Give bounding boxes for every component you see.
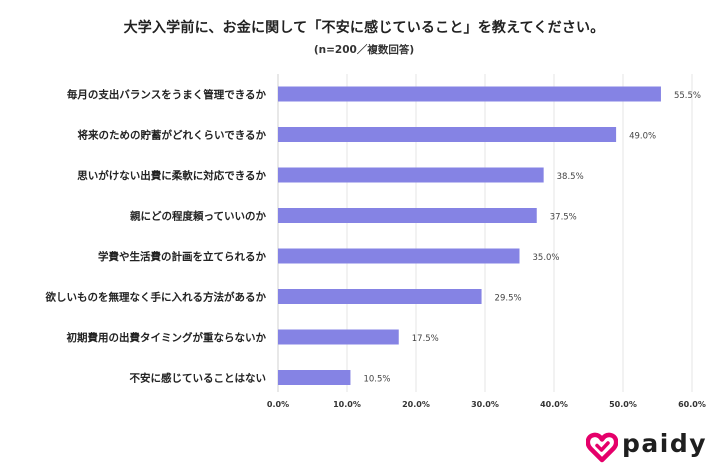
category-label: 学費や生活費の計画を立てられるか bbox=[98, 250, 266, 263]
data-label: 29.5% bbox=[495, 294, 522, 304]
brand-logo: paidy bbox=[586, 428, 716, 466]
category-label: 初期費用の出費タイミングが重ならないか bbox=[67, 331, 267, 344]
x-tick-label: 0.0% bbox=[267, 400, 289, 409]
chart-title: 大学入学前に、お金に関して「不安に感じていること」を教えてください。 bbox=[123, 20, 605, 36]
data-label: 38.5% bbox=[557, 172, 584, 182]
category-label: 親にどの程度頼っていいのか bbox=[130, 210, 266, 223]
bar bbox=[278, 208, 537, 223]
x-tick-label: 20.0% bbox=[402, 400, 430, 409]
category-label: 不安に感じていることはない bbox=[130, 372, 267, 385]
paidy-heart-icon bbox=[586, 432, 618, 463]
bar bbox=[278, 248, 520, 264]
data-label: 17.5% bbox=[412, 334, 439, 344]
data-label: 55.5% bbox=[674, 91, 701, 101]
category-label: 思いがけない出費に柔軟に対応できるか bbox=[77, 169, 266, 182]
data-label: 35.0% bbox=[533, 253, 560, 263]
chart-subtitle: (n=200／複数回答) bbox=[313, 44, 415, 56]
x-tick-label: 50.0% bbox=[609, 400, 637, 409]
data-label: 37.5% bbox=[550, 213, 577, 223]
bar bbox=[278, 289, 482, 304]
bar bbox=[278, 167, 544, 183]
brand-name: paidy bbox=[622, 429, 708, 458]
x-tick-label: 60.0% bbox=[678, 400, 706, 409]
x-tick-label: 40.0% bbox=[540, 400, 568, 409]
bar bbox=[278, 86, 661, 102]
bar bbox=[278, 127, 617, 142]
category-label: 将来のための貯蓄がどれくらいできるか bbox=[78, 129, 267, 142]
data-label: 10.5% bbox=[363, 375, 390, 385]
bar bbox=[278, 329, 399, 345]
x-tick-label: 10.0% bbox=[333, 400, 361, 409]
bar bbox=[278, 370, 351, 385]
category-label: 欲しいものを無理なく手に入れる方法があるか bbox=[45, 291, 267, 304]
category-label: 毎月の支出バランスをうまく管理できるか bbox=[67, 88, 267, 101]
x-tick-label: 30.0% bbox=[471, 400, 499, 409]
data-label: 49.0% bbox=[629, 132, 656, 142]
